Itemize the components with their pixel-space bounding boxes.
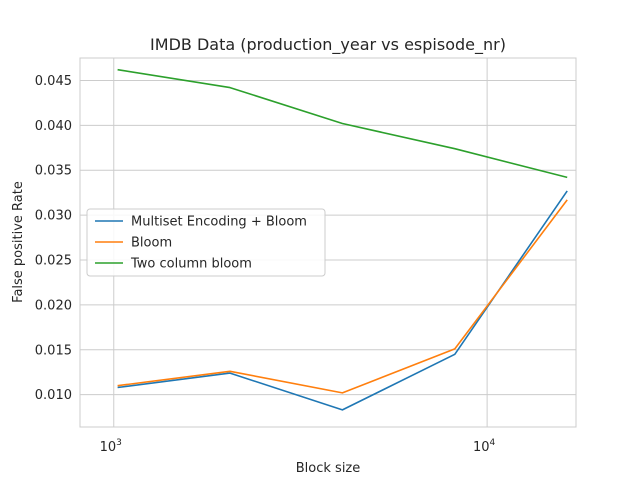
y-tick-label: 0.025 bbox=[35, 254, 72, 269]
y-tick-labels: 0.010 0.015 0.020 0.025 0.030 0.035 0.040 0.045 bbox=[35, 74, 72, 403]
legend-label: Two column bloom bbox=[130, 257, 252, 272]
y-tick-label: 0.010 bbox=[35, 388, 72, 403]
legend-label: Multiset Encoding + Bloom bbox=[131, 215, 307, 230]
y-axis-label: False positive Rate bbox=[11, 181, 26, 303]
legend-box bbox=[86, 208, 326, 277]
x-axis-label: Block size bbox=[296, 461, 361, 476]
plot-frame bbox=[79, 57, 577, 428]
legend: Multiset Encoding + Bloom Bloom Two column… bbox=[86, 208, 326, 277]
series-line-1 bbox=[117, 199, 568, 394]
series-line-2 bbox=[117, 68, 568, 179]
grid bbox=[80, 58, 576, 427]
y-tick-label: 0.015 bbox=[35, 343, 72, 358]
chart-title: IMDB Data (production_year vs espisode_n… bbox=[150, 35, 506, 55]
y-tick-label: 0.030 bbox=[35, 209, 72, 224]
y-tick-label: 0.040 bbox=[35, 119, 72, 134]
series-group bbox=[117, 68, 568, 411]
legend-label: Bloom bbox=[131, 236, 172, 251]
y-tick-label: 0.020 bbox=[35, 298, 72, 313]
y-tick-label: 0.045 bbox=[35, 74, 72, 89]
y-tick-label: 0.035 bbox=[35, 164, 72, 179]
